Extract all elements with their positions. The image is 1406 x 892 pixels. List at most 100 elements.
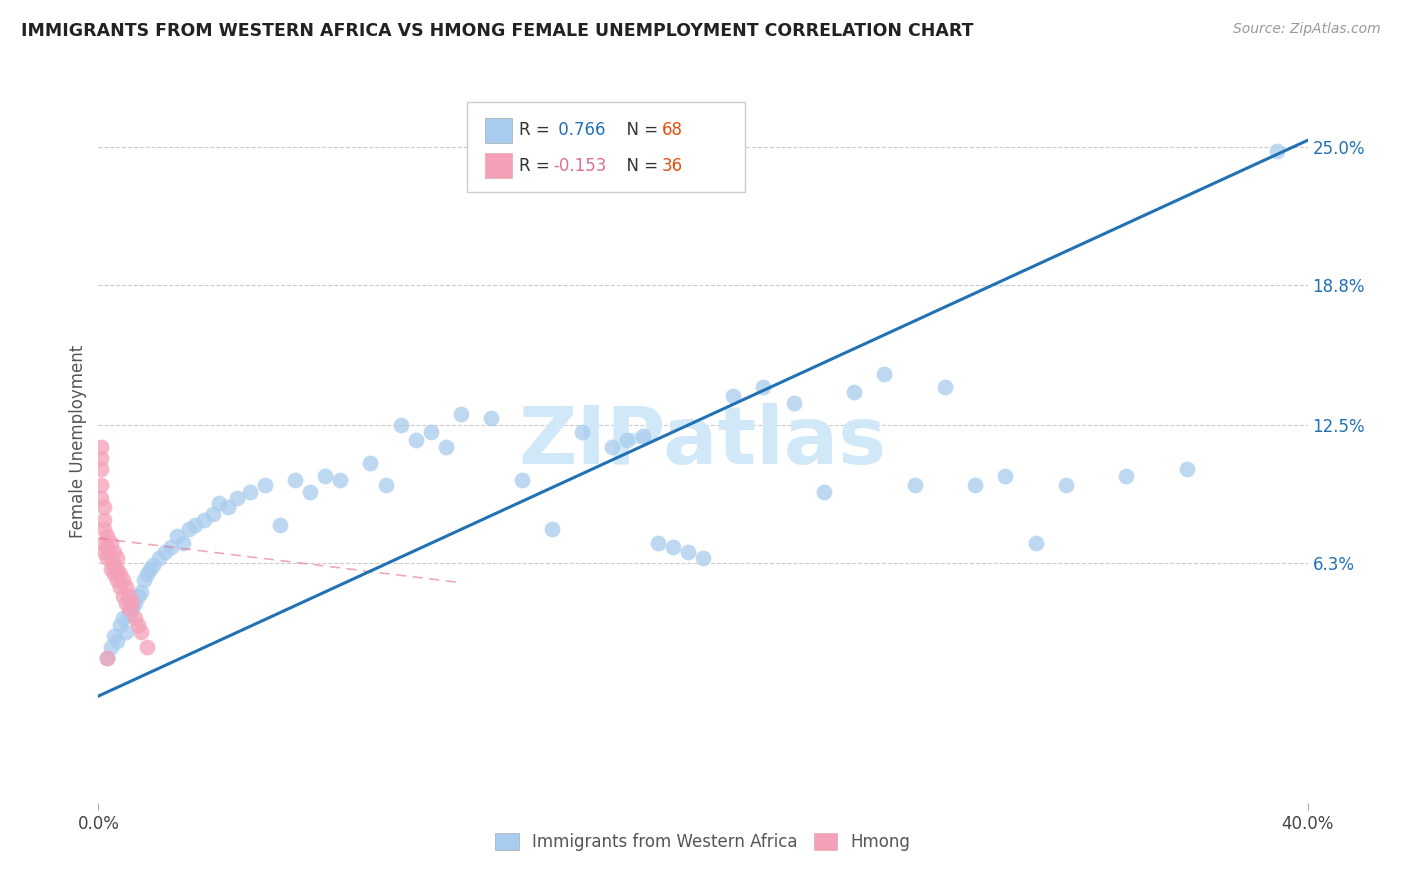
Text: 0.766: 0.766 — [553, 121, 606, 139]
Point — [93, 513, 115, 527]
Point — [103, 629, 125, 643]
Point — [202, 507, 225, 521]
Point — [284, 474, 307, 488]
Point — [96, 651, 118, 665]
Point — [127, 589, 149, 603]
Point — [389, 417, 412, 432]
Point — [873, 367, 896, 381]
Text: 68: 68 — [662, 121, 683, 139]
Point — [111, 589, 134, 603]
Point — [148, 551, 170, 566]
Point — [108, 566, 131, 581]
Point — [208, 496, 231, 510]
Point — [360, 456, 382, 470]
FancyBboxPatch shape — [485, 118, 512, 143]
Point — [129, 624, 152, 639]
Point — [132, 574, 155, 588]
Point — [93, 522, 115, 536]
FancyBboxPatch shape — [467, 102, 745, 193]
Point — [571, 425, 593, 439]
Point — [450, 407, 472, 421]
Point — [434, 440, 457, 454]
Point — [135, 640, 157, 655]
Point — [226, 491, 249, 506]
Point — [121, 602, 143, 616]
Point — [184, 517, 207, 532]
Point — [105, 633, 128, 648]
Point — [994, 469, 1017, 483]
Point — [139, 562, 162, 576]
Point — [1267, 145, 1289, 159]
Point — [90, 478, 112, 492]
Point — [299, 484, 322, 499]
Point — [723, 389, 745, 403]
FancyBboxPatch shape — [485, 153, 512, 178]
Point — [129, 584, 152, 599]
Point — [1175, 462, 1198, 476]
Point — [172, 535, 194, 549]
Point — [965, 478, 987, 492]
Point — [114, 624, 136, 639]
Text: R =: R = — [519, 121, 555, 139]
Text: ZIPatlas: ZIPatlas — [519, 402, 887, 481]
Point — [904, 478, 927, 492]
Point — [118, 602, 141, 616]
Point — [616, 434, 638, 448]
Point — [160, 540, 183, 554]
Point — [103, 558, 125, 572]
Point — [93, 500, 115, 515]
Point — [90, 462, 112, 476]
Text: IMMIGRANTS FROM WESTERN AFRICA VS HMONG FEMALE UNEMPLOYMENT CORRELATION CHART: IMMIGRANTS FROM WESTERN AFRICA VS HMONG … — [21, 22, 973, 40]
Point — [1054, 478, 1077, 492]
Point — [692, 551, 714, 566]
Point — [813, 484, 835, 499]
Point — [844, 384, 866, 399]
Text: -0.153: -0.153 — [553, 156, 606, 175]
Point — [121, 596, 143, 610]
Point — [934, 380, 956, 394]
Point — [510, 474, 533, 488]
Point — [179, 522, 201, 536]
Point — [118, 589, 141, 603]
Point — [239, 484, 262, 499]
Point — [90, 451, 112, 466]
Point — [420, 425, 443, 439]
Point — [540, 522, 562, 536]
Y-axis label: Female Unemployment: Female Unemployment — [69, 345, 87, 538]
Point — [100, 551, 122, 566]
Point — [481, 411, 503, 425]
Point — [100, 640, 122, 655]
Text: R =: R = — [519, 156, 555, 175]
Point — [153, 544, 176, 558]
Point — [314, 469, 336, 483]
Point — [93, 544, 115, 558]
Point — [1024, 535, 1046, 549]
Point — [217, 500, 239, 515]
Text: 36: 36 — [662, 156, 683, 175]
Point — [783, 395, 806, 409]
Text: N =: N = — [616, 121, 664, 139]
Point — [100, 535, 122, 549]
Point — [105, 551, 128, 566]
Point — [114, 580, 136, 594]
Point — [127, 618, 149, 632]
Point — [661, 540, 683, 554]
Point — [253, 478, 276, 492]
Point — [676, 544, 699, 558]
Point — [111, 574, 134, 588]
Point — [100, 562, 122, 576]
Point — [103, 544, 125, 558]
Point — [193, 513, 215, 527]
Point — [1115, 469, 1137, 483]
Point — [166, 529, 188, 543]
Point — [124, 611, 146, 625]
Point — [96, 651, 118, 665]
Point — [108, 618, 131, 632]
Point — [135, 566, 157, 581]
Point — [96, 551, 118, 566]
Point — [752, 380, 775, 394]
Point — [114, 596, 136, 610]
Text: Source: ZipAtlas.com: Source: ZipAtlas.com — [1233, 22, 1381, 37]
Point — [118, 607, 141, 621]
Point — [93, 535, 115, 549]
